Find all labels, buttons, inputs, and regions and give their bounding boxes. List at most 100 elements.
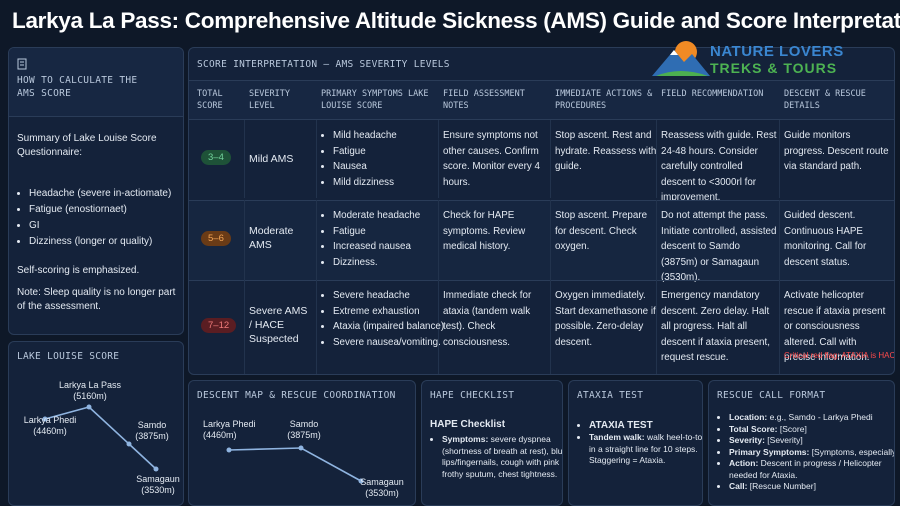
rescue-item: Severity: [Severity] [729,435,894,447]
severity-level: Moderate AMS [249,225,294,251]
item-text: [Severity] [767,435,803,445]
column-divider [779,120,780,198]
rescue-item: Location: e.g., Samdo - Larkya Phedi [729,412,894,424]
symptom: Severe nausea/vomiting. [333,335,451,351]
symptom: Mild dizziness [333,175,451,191]
item-text: [Rescue Number] [749,481,816,491]
column-divider [438,280,439,374]
column-divider [779,200,780,280]
route-diagram [42,404,159,472]
rescue-item: Action: Descent in progress / Helicopter… [729,458,894,481]
rescue-item: Call: [Rescue Number] [729,481,894,493]
column-divider [656,280,657,374]
route-point [226,447,232,453]
symptom: Severe headache [333,288,451,304]
lake-louise-panel: LAKE LOUISE SCORE Larkya Phedi (4460m) L… [8,341,184,506]
item-label: Tandem walk: [589,432,645,442]
panel-title: HAPE CHECKLIST [430,390,515,401]
column-divider [244,200,245,280]
item-label: Action: [729,458,759,468]
list-item: GI [29,218,183,234]
route-point [153,466,159,472]
column-divider [438,120,439,198]
column-header: FIELD RECOMMENDATION [661,89,764,99]
item-text: e.g., Samdo - Larkya Phedi [769,412,873,422]
list-item: Fatigue (enostiornaet) [29,202,183,218]
symptom-list: Severe headacheExtreme exhaustionAtaxia … [321,288,451,350]
point-label: Samagaun (3530m) [360,477,404,498]
note: Note: Sleep quality is no longer part of… [17,287,176,312]
column-divider [244,280,245,374]
cell-actions: Stop ascent. Rest and hydrate. Reassess … [555,130,657,172]
column-divider [550,120,551,198]
item-text: severe dyspnea (shortness of breath at r… [442,434,563,479]
ataxia-panel: ATAXIA TEST ATAXIA TEST Tandem walk: wal… [568,380,703,506]
panel-header [9,48,183,117]
check-item: Symptoms: severe dyspnea (shortness of b… [442,434,563,480]
cell-rescue: Guided descent. Continuous HAPE monitori… [784,210,867,268]
route-point [358,478,364,484]
logo: NATURE LOVERS TREKS & TOURS [650,38,875,80]
row-band [189,200,894,280]
item-text: walk heel-to-toe in a straight line for … [589,432,703,465]
cell-recommendation: Reassess with guide. Rest 24-48 hours. C… [661,130,777,203]
column-header: PRIMARY SYMPTOMS LAKE LOUISE SCORE [321,89,429,111]
cell-rescue: Activate helicopter rescue if ataxia pre… [784,290,886,363]
cell-recommendation: Emergency mandatory descent. Zero delay.… [661,290,770,363]
test-list: ATAXIA TEST Tandem walk: walk heel-to-to… [577,419,703,467]
column-header: TOTAL SCORE [197,89,223,111]
test-item: Tandem walk: walk heel-to-toe in a strai… [589,432,703,467]
route-point [126,441,132,447]
symptom-list: Moderate headacheFatigueIncreased nausea… [321,208,451,270]
symptom: Increased nausea [333,239,451,255]
column-header: FIELD ASSESSMENT NOTES [443,89,525,111]
severity-level: Severe AMS / HACE Suspected [249,305,308,345]
score-table-panel: SCORE INTERPRETATION – AMS SEVERITY LEVE… [188,47,895,375]
column-divider [316,280,317,374]
checklist: Symptoms: severe dyspnea (shortness of b… [430,434,563,480]
symptom: Dizziness. [333,255,451,271]
column-divider [656,200,657,280]
descent-map-panel: DESCENT MAP & RESCUE COORDINATION Larkya… [188,380,416,506]
item-text: Descent in progress / Helicopter needed … [729,458,882,480]
score-badge: 7–12 [201,318,237,333]
row-divider [189,280,894,281]
item-label: Primary Symptoms: [729,446,810,457]
symptom: Moderate headache [333,208,451,224]
page-title: Larkya La Pass: Comprehensive Altitude S… [12,8,900,33]
logo-mark [652,41,710,76]
column-divider [316,120,317,198]
point-label: Larkya Phedi (4460m) [23,415,77,436]
item-label: Total Score: [729,423,778,434]
rescue-list: Location: e.g., Samdo - Larkya PhediTota… [717,412,895,493]
symptom: Ataxia (impaired balance) [333,319,451,335]
score-badge: 5–6 [201,231,231,246]
notes: Self-scoring is emphasized. Note: Sleep q… [17,264,179,322]
column-divider [244,120,245,198]
item-label: Symptoms: [442,434,489,444]
column-divider [779,280,780,374]
point-label: Samagaun (3530m) [136,474,180,495]
column-divider [438,200,439,280]
rescue-panel: RESCUE CALL FORMAT Location: e.g., Samdo… [708,380,895,506]
doc-icon [17,58,27,70]
logo-line1: NATURE LOVERS [710,43,844,60]
item-label: Location: [729,412,768,422]
cell-actions: Oxygen immediately. Start dexamethasone … [555,290,656,348]
symptom: Mild headache [333,128,451,144]
column-divider [550,280,551,374]
logo-line2: TREKS & TOURS [710,60,838,76]
list-item: Headache (severe in-actiomate) [29,186,183,202]
route-point [42,416,48,422]
point-label: Samdo (3875m) [135,420,169,441]
item-text: [Symptoms, especially [811,446,895,457]
panel-title: HOW TO CALCULATE THE AMS SCORE [17,75,138,99]
heading: HAPE Checklist [430,419,506,430]
row-divider [189,200,894,201]
cell-recommendation: Do not attempt the pass. Initiate contro… [661,210,777,283]
column-header: SEVERITY LEVEL [249,89,290,111]
item-label: Call: [729,481,748,491]
symptom: Fatigue [333,144,451,160]
cell-actions: Stop ascent. Prepare for descent. Check … [555,210,648,252]
